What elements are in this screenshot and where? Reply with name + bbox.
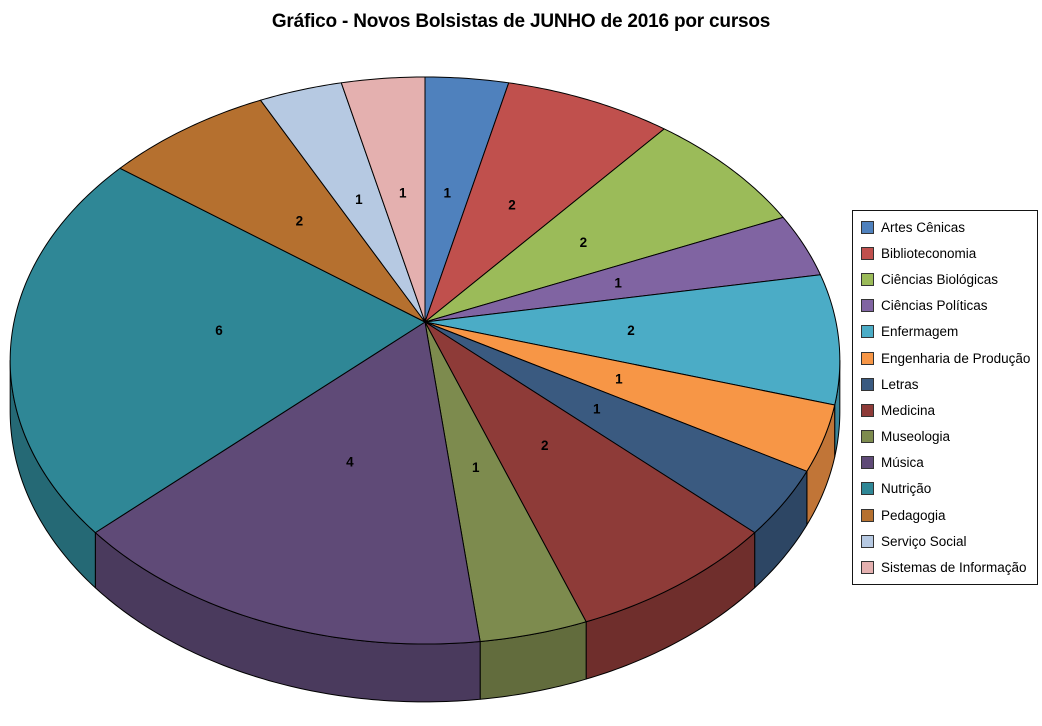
pie-slice xyxy=(424,321,836,472)
legend-item-label: Nutrição xyxy=(881,481,932,497)
legend-item-label: Música xyxy=(881,455,924,471)
legend-item: Enfermagem xyxy=(853,319,1037,345)
legend-item: Museologia xyxy=(853,424,1037,450)
slice-value-label: 6 xyxy=(215,323,223,338)
legend-item-label: Museologia xyxy=(881,429,951,445)
legend-color-swatch xyxy=(861,508,874,522)
slice-value-label: 1 xyxy=(593,401,601,416)
slice-value-label: 2 xyxy=(296,214,304,229)
slice-value-label: 1 xyxy=(399,185,407,200)
slice-value-label: 2 xyxy=(508,198,516,213)
slice-value-label: 1 xyxy=(355,192,363,207)
legend-item-label: Biblioteconomia xyxy=(881,245,977,261)
slice-value-label: 2 xyxy=(580,235,588,250)
legend-color-swatch xyxy=(861,403,874,417)
legend-color-swatch xyxy=(861,430,874,444)
pie-slice xyxy=(260,82,426,323)
slice-value-label: 1 xyxy=(614,276,622,291)
pie-slice xyxy=(340,76,426,323)
slice-value-label: 2 xyxy=(541,438,549,453)
slice-value-label: 4 xyxy=(346,455,354,470)
legend-item-label: Ciências Biológicas xyxy=(881,271,999,287)
legend-item: Música xyxy=(853,450,1037,476)
pie-slice xyxy=(424,321,587,643)
legend-color-swatch xyxy=(861,299,874,313)
pie-slice xyxy=(119,99,426,323)
pie-slice xyxy=(424,321,756,623)
legend-item: Sistemas de Informação xyxy=(853,554,1037,580)
pie-slice xyxy=(9,167,426,534)
pie-slice xyxy=(424,321,808,534)
legend-color-swatch xyxy=(861,351,874,365)
legend-item: Biblioteconomia xyxy=(853,240,1037,266)
slice-value-label: 1 xyxy=(472,460,480,475)
legend-item: Serviço Social xyxy=(853,528,1037,554)
slice-value-label: 1 xyxy=(444,185,452,200)
pie-slice xyxy=(424,216,821,323)
legend-color-swatch xyxy=(861,220,874,234)
legend-color-swatch xyxy=(861,482,874,496)
legend-box: Artes Cênicas Biblioteconomia Ciências Bio… xyxy=(852,210,1038,585)
legend-item-label: Sistemas de Informação xyxy=(881,560,1027,576)
legend-item-label: Serviço Social xyxy=(881,533,967,549)
legend-item-label: Ciências Políticas xyxy=(881,298,988,314)
chart-title: Gráfico - Novos Bolsistas de JUNHO de 20… xyxy=(271,11,771,32)
slice-value-label: 1 xyxy=(615,371,623,386)
legend-item: Pedagogia xyxy=(853,502,1037,528)
legend-color-swatch xyxy=(861,325,874,339)
legend-item-label: Enfermagem xyxy=(881,324,959,340)
slice-value-label: 2 xyxy=(627,323,635,338)
legend-color-swatch xyxy=(861,561,874,575)
pie-slice xyxy=(424,128,784,323)
legend-item-label: Artes Cênicas xyxy=(881,219,966,235)
pie-slice xyxy=(94,321,481,645)
pie-slice xyxy=(424,82,665,323)
legend-color-swatch xyxy=(861,377,874,391)
legend-item-label: Letras xyxy=(881,376,919,392)
legend-color-swatch xyxy=(861,534,874,548)
legend-item: Nutrição xyxy=(853,476,1037,502)
legend-item: Engenharia de Produção xyxy=(853,345,1037,371)
legend-item-label: Medicina xyxy=(881,402,936,418)
legend-item: Letras xyxy=(853,371,1037,397)
legend-item: Ciências Políticas xyxy=(853,293,1037,319)
pie-slice xyxy=(424,274,841,406)
legend-item-label: Pedagogia xyxy=(881,507,946,523)
legend-color-swatch xyxy=(861,456,874,470)
legend-color-swatch xyxy=(861,272,874,286)
legend-item-label: Engenharia de Produção xyxy=(881,350,1031,366)
legend-color-swatch xyxy=(861,246,874,260)
legend-item: Medicina xyxy=(853,397,1037,423)
legend-item: Ciências Biológicas xyxy=(853,266,1037,292)
legend-item: Artes Cênicas xyxy=(853,214,1037,240)
